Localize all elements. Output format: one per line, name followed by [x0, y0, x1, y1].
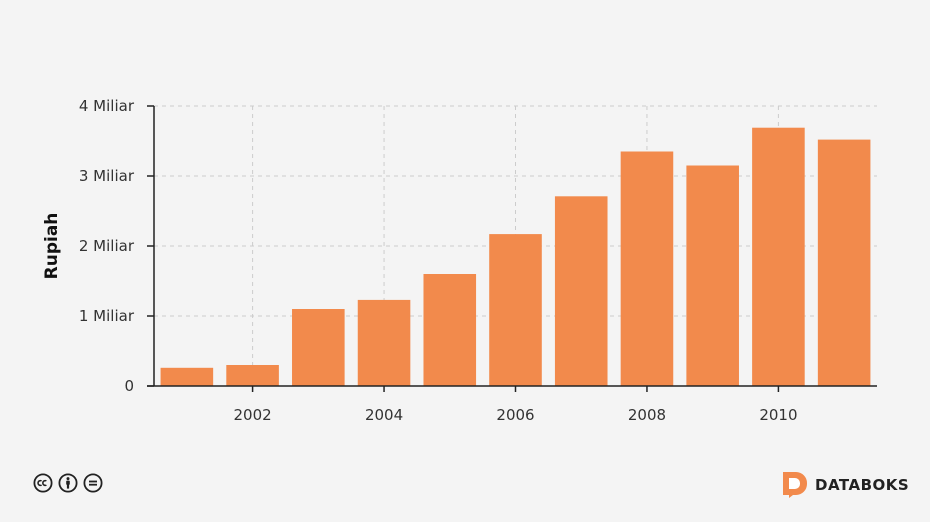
bar-2009 [686, 165, 739, 386]
bar-2001 [160, 367, 214, 386]
bar-2004 [357, 299, 411, 386]
axes [147, 105, 877, 392]
brand-name: DATABOKS [815, 476, 910, 494]
license-icons [33, 473, 103, 493]
databoks-brand: DATABOKS [783, 472, 909, 498]
cc-icon [33, 473, 53, 493]
x-tick-label: 2008 [628, 406, 666, 424]
bar-2010 [752, 127, 805, 386]
x-tick-label: 2002 [233, 406, 271, 424]
y-tick-label: 4 Miliar [79, 97, 135, 115]
bar-2002 [226, 365, 279, 386]
x-tick-label: 2010 [759, 406, 797, 424]
x-tick-label: 2004 [365, 406, 403, 424]
tick-labels: 0 1 Miliar 2 Miliar 3 Miliar 4 Miliar 2002 200… [79, 97, 798, 424]
y-tick-label: 3 Miliar [79, 167, 135, 185]
nd-icon [83, 473, 103, 493]
y-tick-label: 1 Miliar [79, 307, 135, 325]
bar-2008 [620, 151, 674, 386]
y-tick-label: 0 [124, 377, 134, 395]
bar-2007 [554, 196, 608, 386]
bar-2011 [817, 139, 871, 386]
y-tick-label: 2 Miliar [79, 237, 135, 255]
by-icon [58, 473, 78, 493]
bars [160, 127, 871, 386]
bar-2003 [292, 309, 345, 386]
y-axis-title: Rupiah [42, 213, 62, 280]
x-tick-label: 2006 [496, 406, 534, 424]
databoks-logo-icon [783, 472, 807, 498]
bar-2005 [423, 274, 477, 386]
bar-2006 [489, 234, 542, 386]
